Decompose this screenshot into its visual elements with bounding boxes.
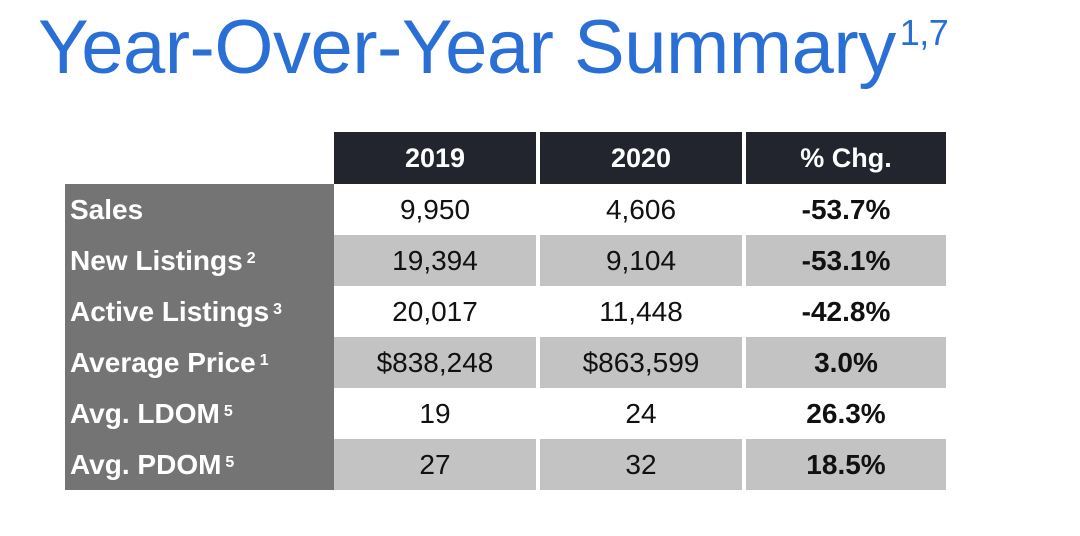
- cell-average-price-2020: $863,599: [540, 337, 742, 388]
- cell-active-listings-2019: 20,017: [334, 286, 536, 337]
- table-corner: [65, 132, 330, 184]
- cell-average-price-change: 3.0%: [746, 337, 946, 388]
- column-header-2020: 2020: [540, 132, 742, 184]
- cell-avg-pdom-2019: 27: [334, 439, 536, 490]
- column-header-pct-change: % Chg.: [746, 132, 946, 184]
- cell-active-listings-change: -42.8%: [746, 286, 946, 337]
- title-superscript: 1,7: [899, 12, 949, 53]
- row-label-avg-ldom: Avg. LDOM 5: [65, 388, 334, 439]
- page-title: Year-Over-Year Summary 1,7: [38, 4, 949, 91]
- cell-average-price-2019: $838,248: [334, 337, 536, 388]
- cell-sales-2019: 9,950: [334, 184, 536, 235]
- cell-avg-ldom-2019: 19: [334, 388, 536, 439]
- row-label-average-price: Average Price 1: [65, 337, 334, 388]
- column-header-2019: 2019: [334, 132, 536, 184]
- row-label-new-listings: New Listings 2: [65, 235, 334, 286]
- summary-table: 2019 2020 % Chg. Sales 9,950 4,606 -53.7…: [65, 132, 946, 490]
- cell-new-listings-2020: 9,104: [540, 235, 742, 286]
- cell-new-listings-2019: 19,394: [334, 235, 536, 286]
- row-label-sales: Sales: [65, 184, 334, 235]
- cell-avg-ldom-change: 26.3%: [746, 388, 946, 439]
- cell-avg-ldom-2020: 24: [540, 388, 742, 439]
- cell-avg-pdom-change: 18.5%: [746, 439, 946, 490]
- row-label-avg-pdom: Avg. PDOM 5: [65, 439, 334, 490]
- cell-sales-2020: 4,606: [540, 184, 742, 235]
- cell-new-listings-change: -53.1%: [746, 235, 946, 286]
- cell-sales-change: -53.7%: [746, 184, 946, 235]
- title-text: Year-Over-Year Summary: [38, 5, 896, 90]
- cell-avg-pdom-2020: 32: [540, 439, 742, 490]
- row-label-active-listings: Active Listings 3: [65, 286, 334, 337]
- cell-active-listings-2020: 11,448: [540, 286, 742, 337]
